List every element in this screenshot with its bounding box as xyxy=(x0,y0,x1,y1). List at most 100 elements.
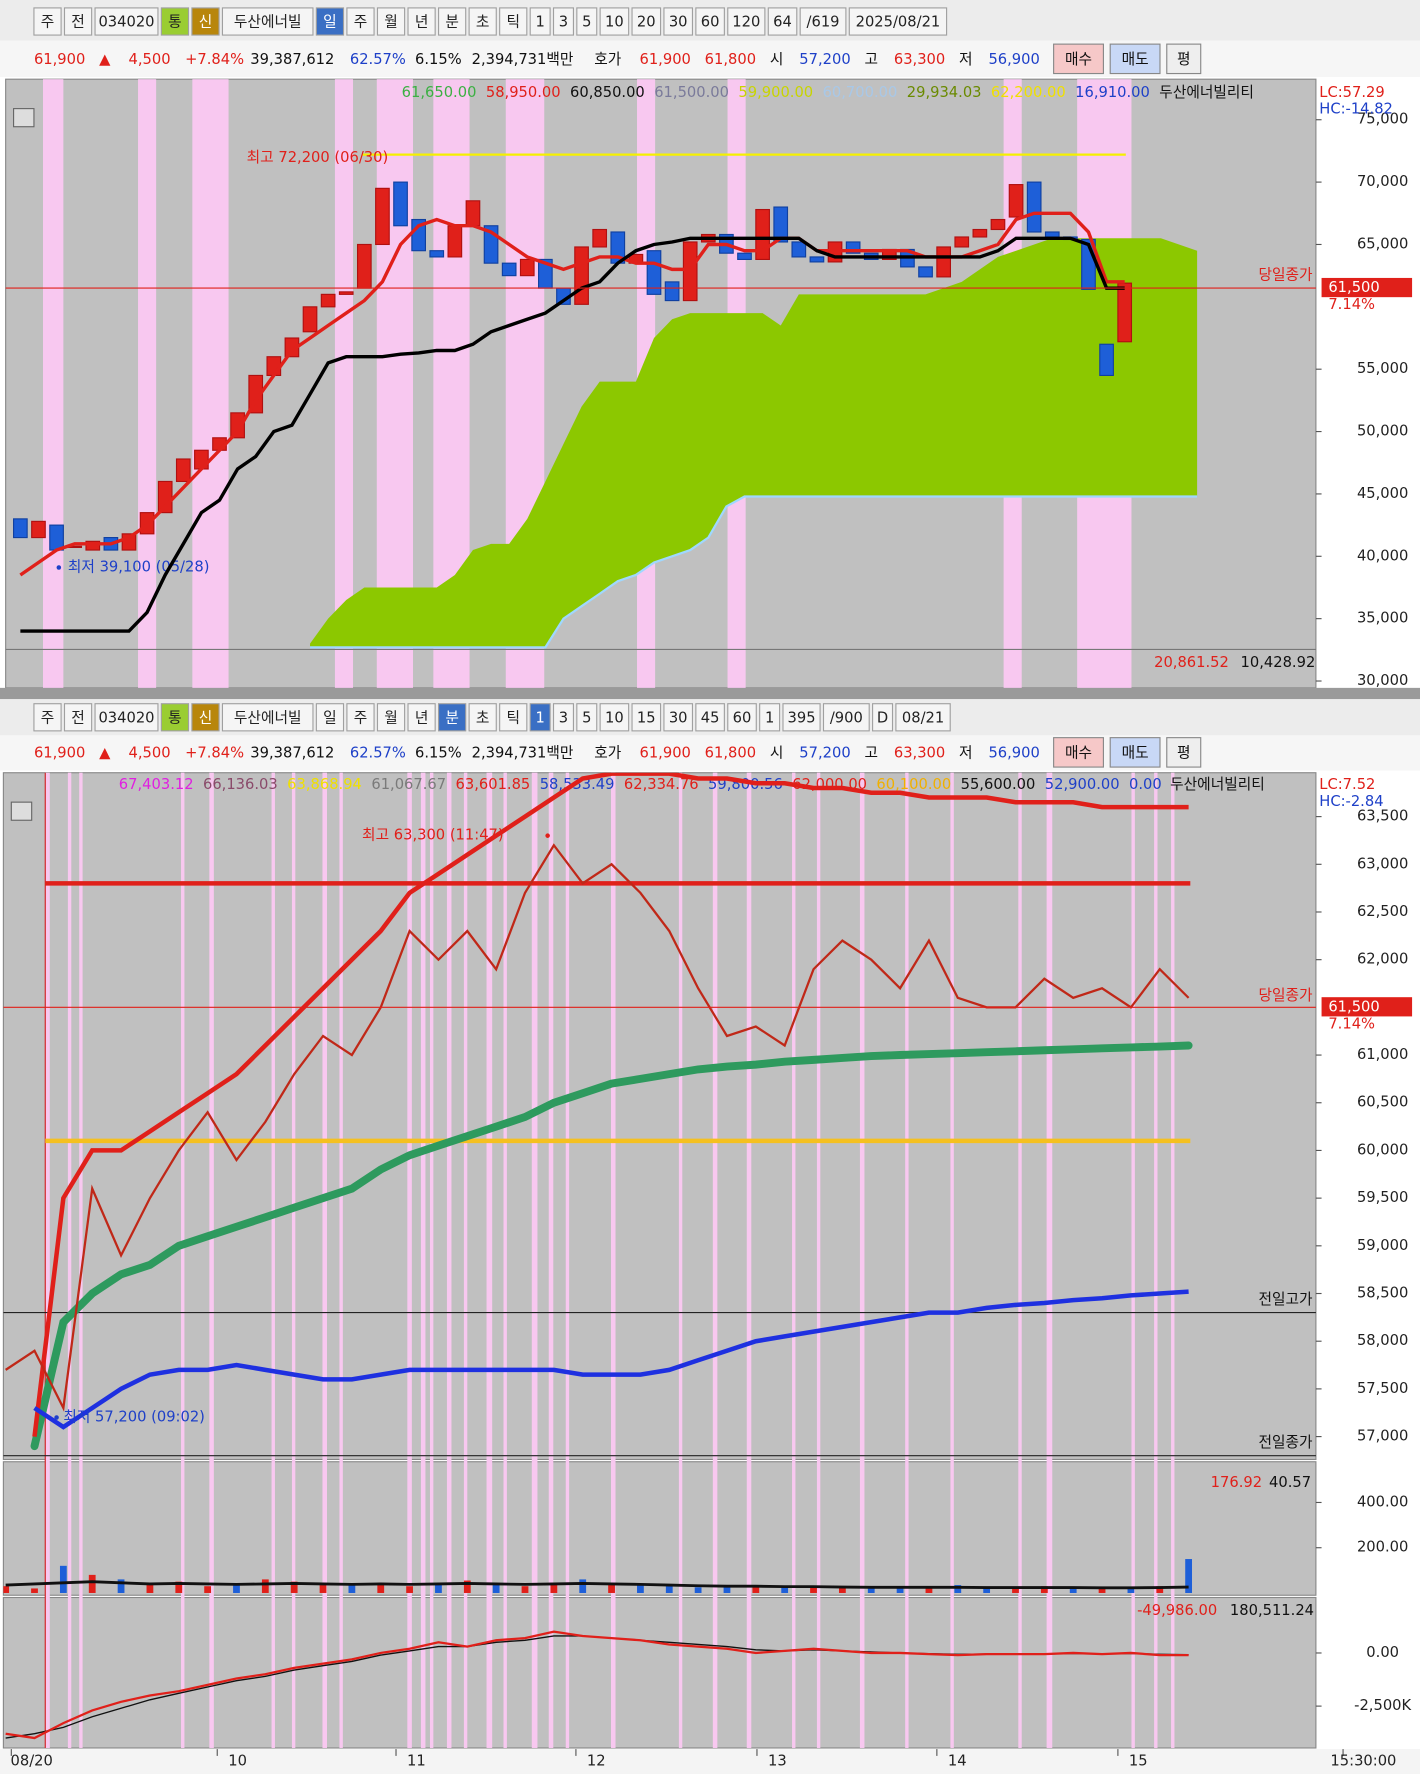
quote-button-label[interactable]: 평 xyxy=(1177,51,1191,68)
toolbar-label[interactable]: 395 xyxy=(788,709,816,726)
toolbar-button[interactable] xyxy=(663,703,694,732)
toolbar-button[interactable] xyxy=(160,7,190,36)
toolbar-button[interactable] xyxy=(767,7,798,36)
toolbar-button[interactable] xyxy=(407,7,436,36)
toolbar-label[interactable]: 두산에너빌 xyxy=(234,709,302,726)
toolbar-button[interactable] xyxy=(191,703,220,732)
quote-button-label[interactable]: 매수 xyxy=(1065,51,1092,68)
toolbar-button[interactable] xyxy=(94,7,159,36)
settings-icon[interactable] xyxy=(10,801,33,821)
toolbar-button[interactable] xyxy=(552,7,574,36)
toolbar-button[interactable] xyxy=(376,7,406,36)
toolbar-label[interactable]: 초 xyxy=(476,14,490,31)
toolbar-label[interactable]: 통 xyxy=(168,709,182,726)
toolbar-label[interactable]: 10 xyxy=(605,14,624,31)
toolbar-button[interactable] xyxy=(727,703,757,732)
toolbar-label[interactable]: 통 xyxy=(168,14,182,31)
toolbar-label[interactable]: 두산에너빌 xyxy=(234,14,302,31)
quote-button-label[interactable]: 평 xyxy=(1177,744,1191,761)
toolbar-label[interactable]: /619 xyxy=(807,14,840,31)
quote-button[interactable] xyxy=(1109,737,1161,768)
toolbar-label[interactable]: 15 xyxy=(637,709,656,726)
toolbar-button[interactable] xyxy=(407,703,436,732)
quote-button[interactable] xyxy=(1053,737,1104,768)
toolbar-button[interactable] xyxy=(529,703,551,732)
toolbar-button[interactable] xyxy=(727,7,766,36)
toolbar-button[interactable] xyxy=(468,703,497,732)
toolbar-label[interactable]: 45 xyxy=(701,709,720,726)
toolbar-label[interactable]: 분 xyxy=(445,14,459,31)
toolbar-button[interactable] xyxy=(529,7,551,36)
toolbar-label[interactable]: 주 xyxy=(41,709,55,726)
toolbar-label[interactable]: 30 xyxy=(669,709,688,726)
toolbar-button[interactable] xyxy=(631,7,662,36)
quote-button-label[interactable]: 매도 xyxy=(1122,744,1149,761)
toolbar-label[interactable]: 신 xyxy=(199,14,213,31)
toolbar-button[interactable] xyxy=(94,703,159,732)
toolbar-button[interactable] xyxy=(33,703,62,732)
toolbar-label[interactable]: 2025/08/21 xyxy=(856,14,941,31)
toolbar-label[interactable]: 일 xyxy=(323,709,337,726)
toolbar-label[interactable]: 1 xyxy=(535,14,544,31)
toolbar-label[interactable]: 1 xyxy=(535,709,544,726)
toolbar-label[interactable]: 신 xyxy=(199,709,213,726)
toolbar-button[interactable] xyxy=(895,703,951,732)
toolbar-button[interactable] xyxy=(221,7,314,36)
toolbar-button[interactable] xyxy=(576,703,598,732)
toolbar-label[interactable]: 월 xyxy=(384,709,398,726)
quote-button-label[interactable]: 매수 xyxy=(1065,744,1092,761)
toolbar-label[interactable]: 60 xyxy=(733,709,752,726)
toolbar-label[interactable]: 틱 xyxy=(506,709,520,726)
toolbar-button[interactable] xyxy=(848,7,948,36)
toolbar-button[interactable] xyxy=(437,7,467,36)
toolbar-button[interactable] xyxy=(437,703,467,732)
toolbar-label[interactable]: 분 xyxy=(445,709,459,726)
toolbar-label[interactable]: 30 xyxy=(669,14,688,31)
quote-button[interactable] xyxy=(1166,737,1202,768)
toolbar-button[interactable] xyxy=(499,7,528,36)
toolbar-button[interactable] xyxy=(576,7,598,36)
toolbar-button[interactable] xyxy=(695,703,725,732)
toolbar-button[interactable] xyxy=(191,7,220,36)
toolbar-button[interactable] xyxy=(346,703,375,732)
toolbar-label[interactable]: 주 xyxy=(41,14,55,31)
toolbar-button[interactable] xyxy=(759,703,781,732)
quote-button-label[interactable]: 매도 xyxy=(1122,51,1149,68)
toolbar-label[interactable]: 일 xyxy=(323,14,337,31)
toolbar-label[interactable]: 08/21 xyxy=(902,709,944,726)
toolbar-label[interactable]: 120 xyxy=(732,14,760,31)
toolbar-button[interactable] xyxy=(552,703,574,732)
toolbar-label[interactable]: 5 xyxy=(582,709,591,726)
quote-button[interactable] xyxy=(1053,43,1104,75)
toolbar-label[interactable]: D xyxy=(877,709,888,726)
toolbar-label[interactable]: 년 xyxy=(415,709,429,726)
toolbar-label[interactable]: /900 xyxy=(830,709,863,726)
toolbar-label[interactable]: 3 xyxy=(559,709,568,726)
toolbar-button[interactable] xyxy=(376,703,406,732)
toolbar-button[interactable] xyxy=(315,703,345,732)
quote-button[interactable] xyxy=(1166,43,1202,75)
toolbar-label[interactable]: 60 xyxy=(701,14,720,31)
toolbar-label[interactable]: 월 xyxy=(384,14,398,31)
toolbar-button[interactable] xyxy=(631,703,662,732)
quote-button[interactable] xyxy=(1109,43,1161,75)
toolbar-button[interactable] xyxy=(599,703,630,732)
toolbar-label[interactable]: 20 xyxy=(637,14,656,31)
toolbar-label[interactable]: 3 xyxy=(559,14,568,31)
toolbar-label[interactable]: 전 xyxy=(71,14,85,31)
toolbar-button[interactable] xyxy=(872,703,894,732)
toolbar-button[interactable] xyxy=(822,703,870,732)
settings-icon[interactable] xyxy=(13,108,35,128)
toolbar-button[interactable] xyxy=(782,703,821,732)
toolbar-label[interactable]: 64 xyxy=(773,14,792,31)
toolbar-button[interactable] xyxy=(315,7,345,36)
toolbar-label[interactable]: 틱 xyxy=(506,14,520,31)
toolbar-button[interactable] xyxy=(221,703,314,732)
toolbar-label[interactable]: 주 xyxy=(354,709,368,726)
toolbar-label[interactable]: 5 xyxy=(582,14,591,31)
toolbar-label[interactable]: 034020 xyxy=(98,14,154,31)
toolbar-label[interactable]: 1 xyxy=(765,709,774,726)
toolbar-button[interactable] xyxy=(468,7,497,36)
toolbar-label[interactable]: 034020 xyxy=(98,709,154,726)
toolbar-button[interactable] xyxy=(799,7,847,36)
